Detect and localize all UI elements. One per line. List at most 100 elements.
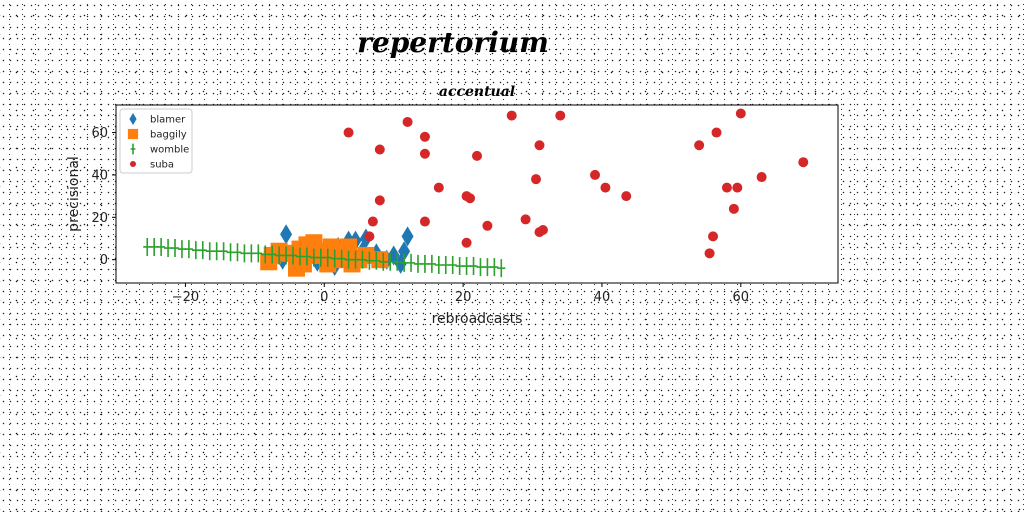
point-baggily xyxy=(288,259,305,277)
legend-marker-suba xyxy=(130,161,136,167)
point-suba xyxy=(555,110,566,121)
point-suba xyxy=(402,116,413,127)
point-womble xyxy=(171,239,180,258)
point-womble xyxy=(289,246,298,265)
point-womble xyxy=(316,248,325,267)
point-womble xyxy=(469,257,478,276)
y-tick-label: 20 xyxy=(91,211,108,226)
point-womble xyxy=(150,237,159,256)
point-womble xyxy=(268,245,277,264)
point-suba xyxy=(756,172,767,183)
point-suba xyxy=(482,220,493,231)
point-womble xyxy=(233,243,242,262)
x-tick-label: 40 xyxy=(594,290,611,305)
point-womble xyxy=(226,243,235,262)
point-suba xyxy=(465,193,476,204)
x-axis-label: rebroadcasts xyxy=(432,311,523,327)
point-womble xyxy=(337,249,346,268)
point-womble xyxy=(219,242,228,261)
point-womble xyxy=(212,242,221,261)
point-womble xyxy=(254,244,263,263)
point-womble xyxy=(295,247,304,266)
point-womble xyxy=(372,251,381,270)
point-womble xyxy=(434,255,443,274)
point-suba xyxy=(472,150,482,161)
legend: blamer baggily womble suba xyxy=(119,108,193,174)
legend-label-blamer: blamer xyxy=(150,115,186,126)
point-womble xyxy=(413,254,422,273)
point-suba xyxy=(343,127,354,138)
point-womble xyxy=(407,253,416,272)
point-suba xyxy=(711,127,722,138)
point-womble xyxy=(400,253,409,272)
point-womble xyxy=(309,248,318,267)
point-suba xyxy=(704,248,715,259)
point-womble xyxy=(420,254,429,273)
point-blamer xyxy=(401,226,414,247)
point-suba xyxy=(735,108,746,119)
point-womble xyxy=(462,257,471,276)
legend-label-suba: suba xyxy=(150,160,174,171)
point-suba xyxy=(433,182,444,193)
point-suba xyxy=(531,174,542,185)
point-suba xyxy=(708,231,719,242)
point-baggily xyxy=(371,251,389,269)
point-blamer xyxy=(398,241,411,262)
point-womble xyxy=(330,249,339,268)
point-suba xyxy=(506,110,517,121)
point-womble xyxy=(476,258,485,277)
point-suba xyxy=(732,182,743,193)
point-womble xyxy=(191,241,200,260)
legend-box xyxy=(119,108,193,174)
chart-title: accentual xyxy=(439,84,515,100)
point-womble xyxy=(282,246,291,265)
point-suba xyxy=(798,157,809,168)
point-blamer xyxy=(387,245,400,266)
point-suba xyxy=(520,214,531,225)
series-suba xyxy=(343,108,809,259)
point-suba xyxy=(600,182,611,193)
point-suba xyxy=(419,148,430,159)
y-axis-label: precisional xyxy=(66,156,82,232)
plot-frame xyxy=(115,104,839,284)
point-womble xyxy=(441,255,450,274)
point-womble xyxy=(358,250,367,269)
y-axis-ticks: 0 20 40 60 xyxy=(91,126,116,268)
chart-suptitle: repertorium xyxy=(357,26,549,59)
point-womble xyxy=(427,254,436,273)
point-suba xyxy=(590,169,601,180)
point-womble xyxy=(164,239,173,258)
point-womble xyxy=(483,258,492,277)
point-womble xyxy=(455,257,464,276)
legend-marker-blamer xyxy=(129,113,137,125)
point-suba xyxy=(374,144,385,155)
point-womble xyxy=(344,250,353,269)
y-tick-label: 60 xyxy=(91,126,108,141)
point-womble xyxy=(177,240,186,259)
y-tick-label: 0 xyxy=(100,253,108,268)
y-tick-label: 40 xyxy=(91,168,108,183)
point-womble xyxy=(448,255,457,274)
data-marks xyxy=(143,108,809,278)
point-womble xyxy=(143,237,152,256)
point-womble xyxy=(302,247,311,266)
point-suba xyxy=(534,140,545,151)
point-suba xyxy=(364,231,375,242)
point-suba xyxy=(367,216,378,227)
point-womble xyxy=(351,250,360,269)
point-suba xyxy=(721,182,732,193)
x-axis-ticks: −20 0 20 40 60 xyxy=(172,283,749,305)
point-blamer xyxy=(280,224,293,245)
point-womble xyxy=(275,246,284,265)
point-suba xyxy=(419,131,430,142)
point-womble xyxy=(261,245,270,264)
x-tick-label: 0 xyxy=(320,290,328,305)
point-suba xyxy=(537,225,548,236)
point-womble xyxy=(386,252,395,271)
point-suba xyxy=(419,216,430,227)
legend-marker-baggily xyxy=(127,128,139,140)
point-suba xyxy=(694,140,705,151)
series-womble xyxy=(143,237,506,278)
point-womble xyxy=(240,244,249,263)
point-womble xyxy=(205,242,214,261)
